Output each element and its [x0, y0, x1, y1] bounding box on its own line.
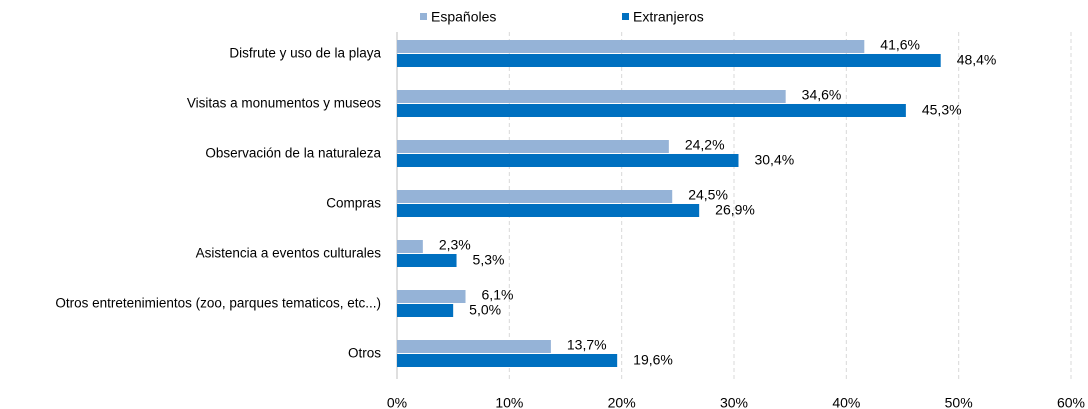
value-label: 13,7% [567, 337, 607, 353]
bar [397, 290, 466, 303]
bar [397, 340, 551, 353]
value-label: 48,4% [957, 52, 997, 68]
x-tick-label: 50% [945, 395, 973, 409]
y-tick-label: Observación de la naturaleza [205, 146, 381, 161]
x-tick-label: 60% [1057, 395, 1085, 409]
bar [397, 90, 786, 103]
bar [397, 240, 423, 253]
legend-swatch [622, 13, 629, 20]
value-label: 26,9% [715, 202, 755, 218]
bar [397, 104, 906, 117]
y-tick-label: Compras [326, 196, 381, 211]
bar [397, 140, 669, 153]
x-tick-label: 30% [720, 395, 748, 409]
value-label: 5,3% [473, 252, 505, 268]
legend-label: Españoles [431, 9, 496, 25]
value-label: 30,4% [754, 152, 794, 168]
bar [397, 304, 454, 317]
y-tick-label: Visitas a monumentos y museos [187, 96, 381, 111]
value-label: 24,2% [685, 137, 725, 153]
y-tick-label: Asistencia a eventos culturales [196, 246, 382, 261]
value-label: 41,6% [880, 37, 920, 53]
bar [397, 54, 941, 67]
y-tick-label: Otros entretenimientos (zoo, parques tem… [55, 296, 381, 311]
bar [397, 154, 739, 167]
bar [397, 190, 673, 203]
legend-label: Extranjeros [633, 9, 704, 25]
x-tick-label: 20% [608, 395, 636, 409]
bar [397, 204, 700, 217]
x-tick-label: 40% [832, 395, 860, 409]
legend-swatch [420, 13, 427, 20]
x-tick-label: 0% [387, 395, 407, 409]
value-label: 24,5% [688, 187, 728, 203]
y-tick-label: Otros [348, 346, 381, 361]
bar [397, 254, 457, 267]
value-label: 45,3% [922, 102, 962, 118]
x-tick-label: 10% [495, 395, 523, 409]
value-label: 2,3% [439, 237, 471, 253]
value-label: 19,6% [633, 352, 673, 368]
y-tick-label: Disfrute y uso de la playa [229, 46, 381, 61]
value-label: 34,6% [802, 87, 842, 103]
bar [397, 354, 618, 367]
value-label: 6,1% [482, 287, 514, 303]
value-label: 5,0% [469, 302, 501, 318]
bar [397, 40, 865, 53]
